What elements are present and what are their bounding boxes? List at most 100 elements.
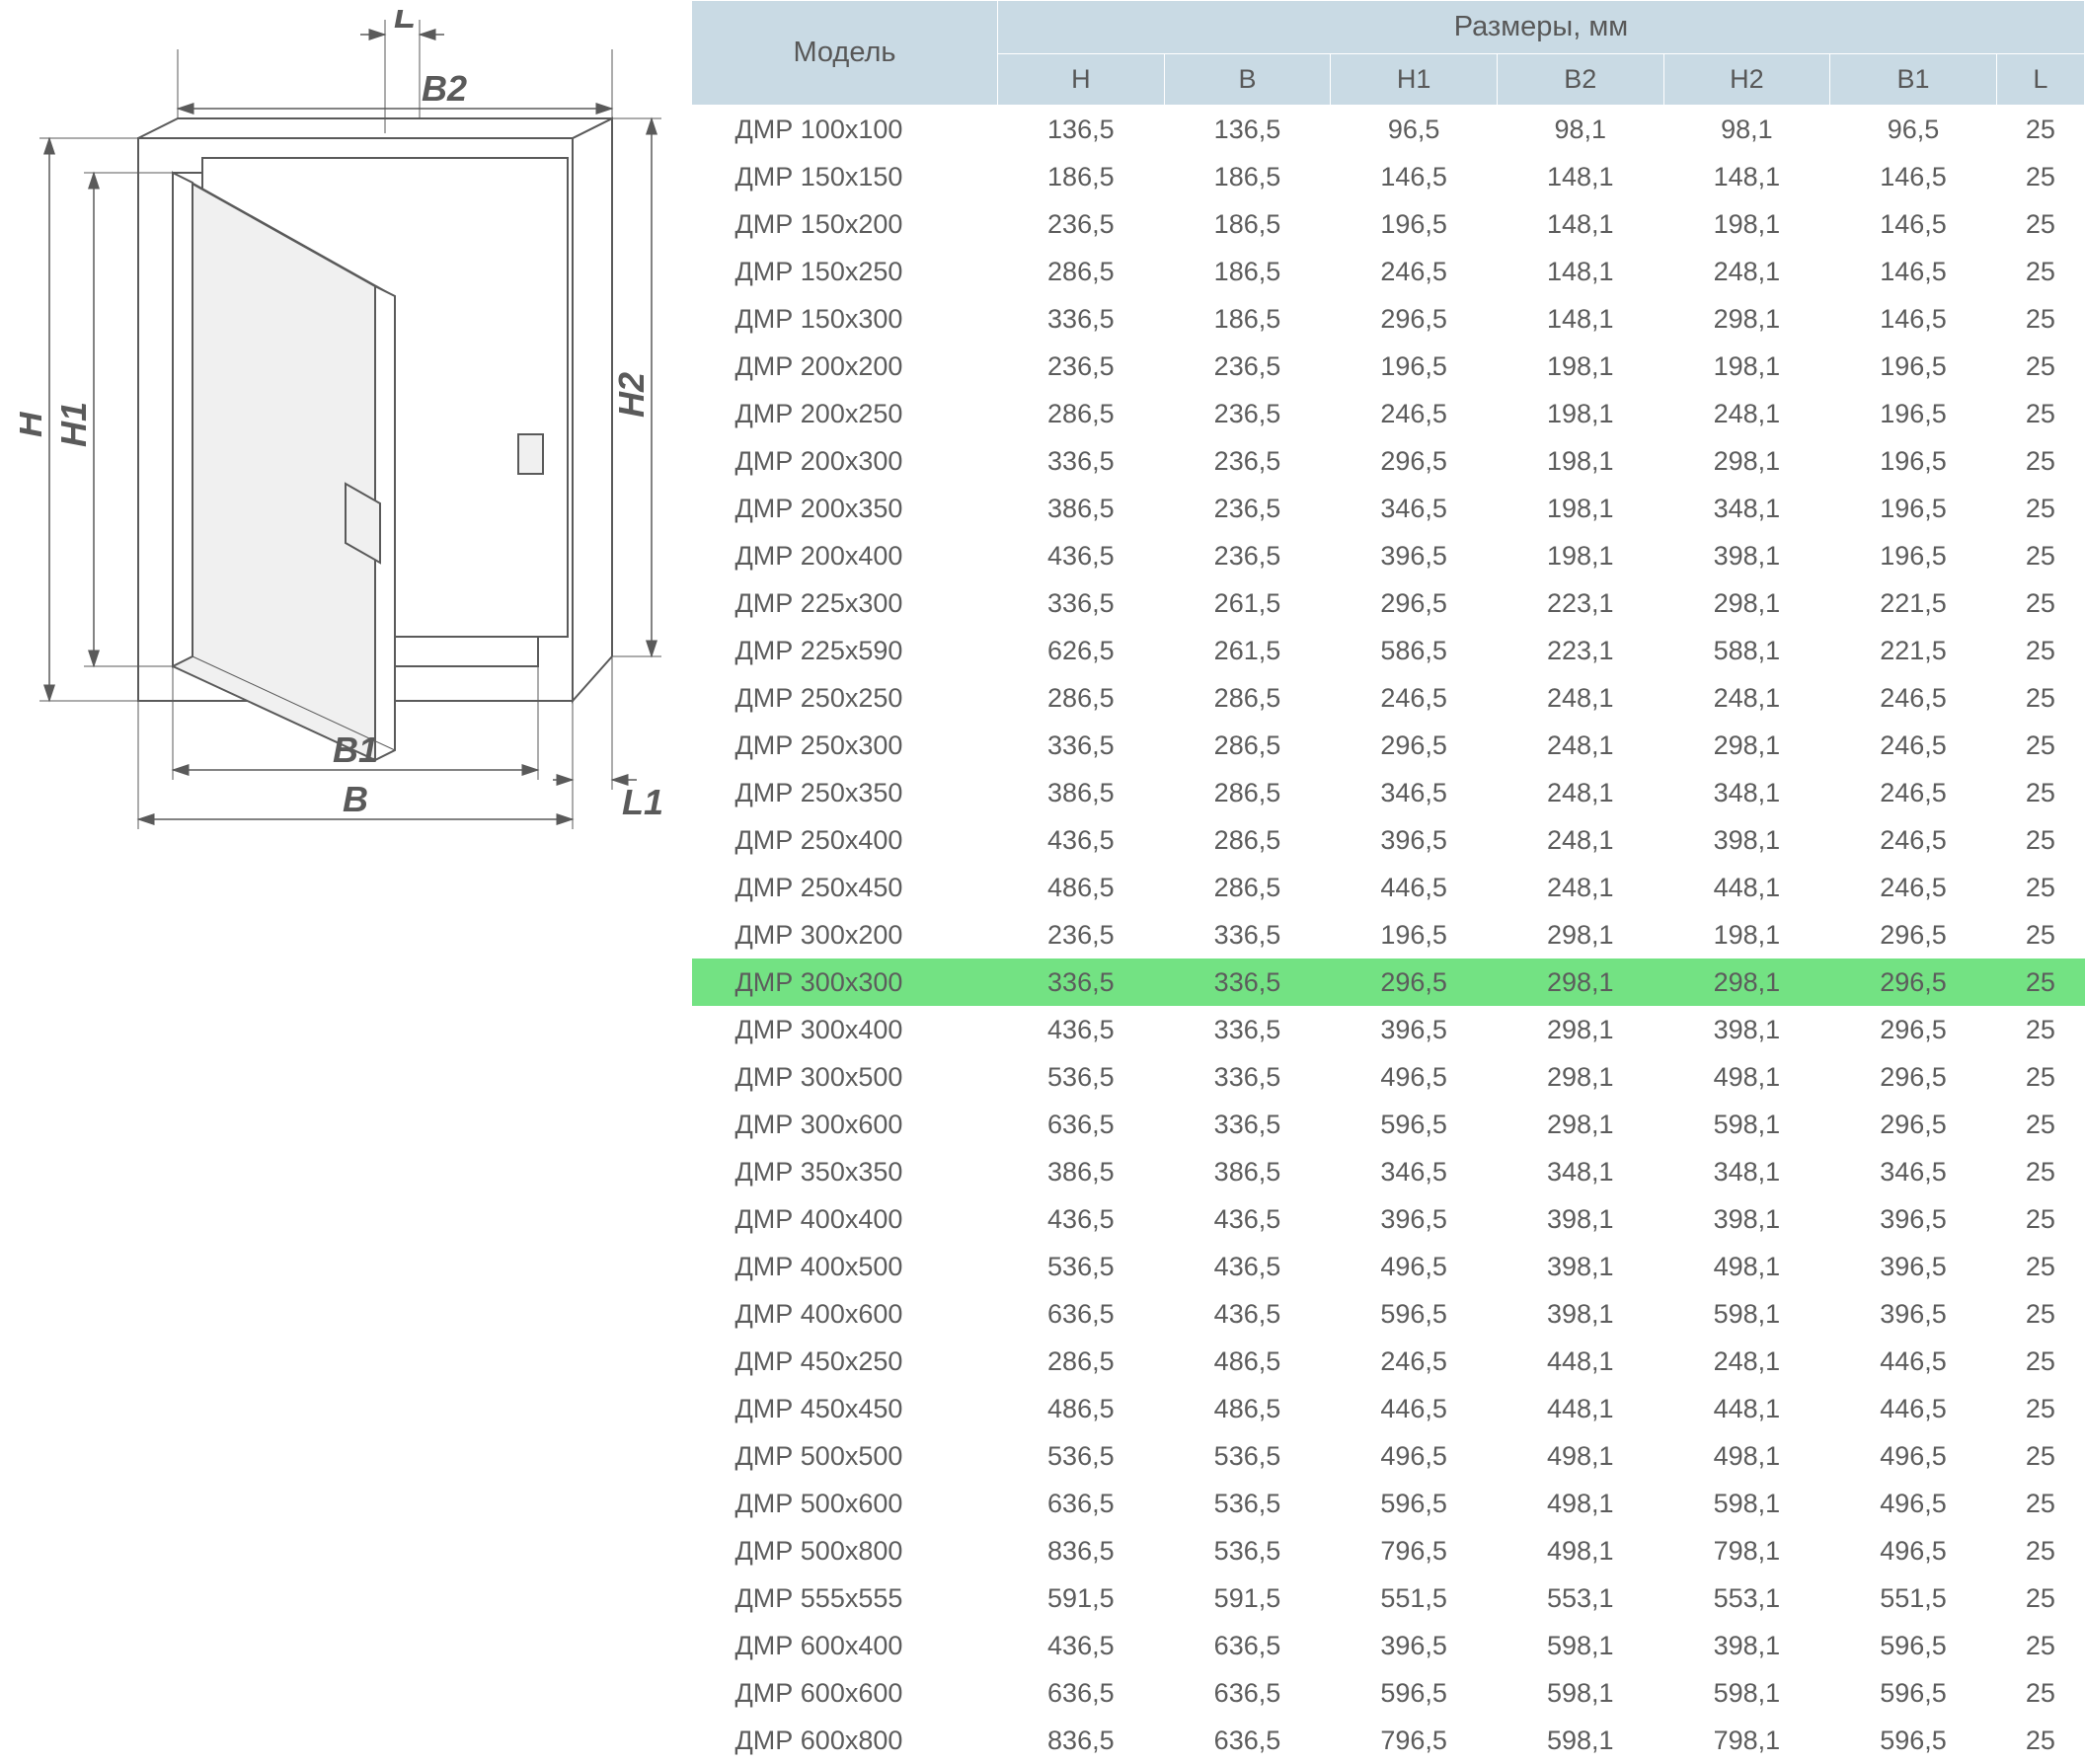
cell-H: 236,5 (998, 200, 1165, 248)
cell-H: 836,5 (998, 1527, 1165, 1574)
cell-L: 25 (1996, 106, 2084, 154)
th-col-H1: H1 (1331, 54, 1498, 106)
diagram-pane: H H1 H2 B2 L B (0, 0, 691, 1764)
table-body: ДМР 100х100136,5136,596,598,198,196,525Д… (692, 106, 2085, 1764)
cell-H: 136,5 (998, 106, 1165, 154)
cell-model: ДМР 600х600 (692, 1669, 998, 1717)
table-row: ДМР 500х600636,5536,5596,5498,1598,1496,… (692, 1480, 2085, 1527)
cell-H: 536,5 (998, 1243, 1165, 1290)
cell-model: ДМР 225х300 (692, 579, 998, 627)
cell-H1: 146,5 (1331, 153, 1498, 200)
cell-B2: 148,1 (1497, 153, 1663, 200)
cell-model: ДМР 200х250 (692, 390, 998, 437)
cell-B1: 496,5 (1830, 1480, 1997, 1527)
cell-H2: 498,1 (1663, 1053, 1830, 1101)
cell-L: 25 (1996, 579, 2084, 627)
cell-B1: 196,5 (1830, 343, 1997, 390)
cell-L: 25 (1996, 153, 2084, 200)
cell-B1: 296,5 (1830, 911, 1997, 959)
cell-H: 336,5 (998, 437, 1165, 485)
cell-model: ДМР 600х400 (692, 1622, 998, 1669)
cell-model: ДМР 600х800 (692, 1717, 998, 1764)
cell-H: 336,5 (998, 959, 1165, 1006)
cell-B2: 148,1 (1497, 248, 1663, 295)
table-row: ДМР 600х400436,5636,5396,5598,1398,1596,… (692, 1622, 2085, 1669)
cell-B2: 298,1 (1497, 1006, 1663, 1053)
cell-L: 25 (1996, 1669, 2084, 1717)
cell-B: 236,5 (1164, 532, 1331, 579)
dim-label-H: H (20, 411, 49, 437)
cell-model: ДМР 250х350 (692, 769, 998, 816)
cell-B1: 196,5 (1830, 485, 1997, 532)
cell-B2: 398,1 (1497, 1290, 1663, 1338)
cell-B: 336,5 (1164, 911, 1331, 959)
cell-B1: 296,5 (1830, 1101, 1997, 1148)
cell-H1: 346,5 (1331, 485, 1498, 532)
cell-B1: 246,5 (1830, 769, 1997, 816)
cell-B: 591,5 (1164, 1574, 1331, 1622)
cell-H1: 196,5 (1331, 911, 1498, 959)
cell-B: 536,5 (1164, 1527, 1331, 1574)
cell-H: 236,5 (998, 343, 1165, 390)
dim-label-L: L (394, 10, 416, 36)
cell-B2: 98,1 (1497, 106, 1663, 154)
cell-model: ДМР 300х300 (692, 959, 998, 1006)
table-row: ДМР 200х300336,5236,5296,5198,1298,1196,… (692, 437, 2085, 485)
cell-B2: 223,1 (1497, 627, 1663, 674)
cell-B: 286,5 (1164, 816, 1331, 864)
cell-B1: 396,5 (1830, 1195, 1997, 1243)
cell-B2: 298,1 (1497, 1101, 1663, 1148)
cell-B: 236,5 (1164, 485, 1331, 532)
cell-model: ДМР 200х200 (692, 343, 998, 390)
table-row: ДМР 600х600636,5636,5596,5598,1598,1596,… (692, 1669, 2085, 1717)
table-row: ДМР 400х600636,5436,5596,5398,1598,1396,… (692, 1290, 2085, 1338)
cell-L: 25 (1996, 816, 2084, 864)
cell-model: ДМР 225х590 (692, 627, 998, 674)
cell-B2: 198,1 (1497, 437, 1663, 485)
cell-H1: 196,5 (1331, 200, 1498, 248)
cell-H: 336,5 (998, 295, 1165, 343)
th-model: Модель (692, 1, 998, 106)
cell-model: ДМР 500х500 (692, 1432, 998, 1480)
table-row: ДМР 400х500536,5436,5496,5398,1498,1396,… (692, 1243, 2085, 1290)
cell-H2: 498,1 (1663, 1432, 1830, 1480)
cell-B1: 246,5 (1830, 864, 1997, 911)
page-root: H H1 H2 B2 L B (0, 0, 2085, 1764)
table-row: ДМР 500х800836,5536,5796,5498,1798,1496,… (692, 1527, 2085, 1574)
cell-H1: 396,5 (1331, 1195, 1498, 1243)
cell-B: 286,5 (1164, 722, 1331, 769)
table-row: ДМР 200х200236,5236,5196,5198,1198,1196,… (692, 343, 2085, 390)
cell-H: 486,5 (998, 864, 1165, 911)
cell-L: 25 (1996, 1148, 2084, 1195)
table-row: ДМР 150х300336,5186,5296,5148,1298,1146,… (692, 295, 2085, 343)
cell-model: ДМР 500х800 (692, 1527, 998, 1574)
cell-H1: 246,5 (1331, 248, 1498, 295)
cell-B1: 596,5 (1830, 1622, 1997, 1669)
cell-L: 25 (1996, 1290, 2084, 1338)
cell-L: 25 (1996, 532, 2084, 579)
cell-H1: 596,5 (1331, 1480, 1498, 1527)
dimensions-table: Модель Размеры, мм HBH1B2H2B1L ДМР 100х1… (691, 0, 2085, 1764)
cell-model: ДМР 300х200 (692, 911, 998, 959)
cell-B2: 198,1 (1497, 532, 1663, 579)
cell-L: 25 (1996, 911, 2084, 959)
cell-H: 836,5 (998, 1717, 1165, 1764)
cell-H2: 298,1 (1663, 579, 1830, 627)
cell-B: 236,5 (1164, 437, 1331, 485)
cell-B1: 296,5 (1830, 959, 1997, 1006)
cell-L: 25 (1996, 437, 2084, 485)
cell-L: 25 (1996, 1195, 2084, 1243)
cell-model: ДМР 350х350 (692, 1148, 998, 1195)
cell-B1: 146,5 (1830, 200, 1997, 248)
cell-B2: 498,1 (1497, 1480, 1663, 1527)
table-row: ДМР 200х350386,5236,5346,5198,1348,1196,… (692, 485, 2085, 532)
cell-H2: 348,1 (1663, 485, 1830, 532)
th-col-H: H (998, 54, 1165, 106)
dim-label-H2: H2 (611, 372, 652, 418)
cell-B2: 598,1 (1497, 1669, 1663, 1717)
cell-H1: 396,5 (1331, 816, 1498, 864)
cell-H1: 396,5 (1331, 532, 1498, 579)
cell-B1: 396,5 (1830, 1243, 1997, 1290)
th-col-B2: B2 (1497, 54, 1663, 106)
cell-H: 436,5 (998, 532, 1165, 579)
